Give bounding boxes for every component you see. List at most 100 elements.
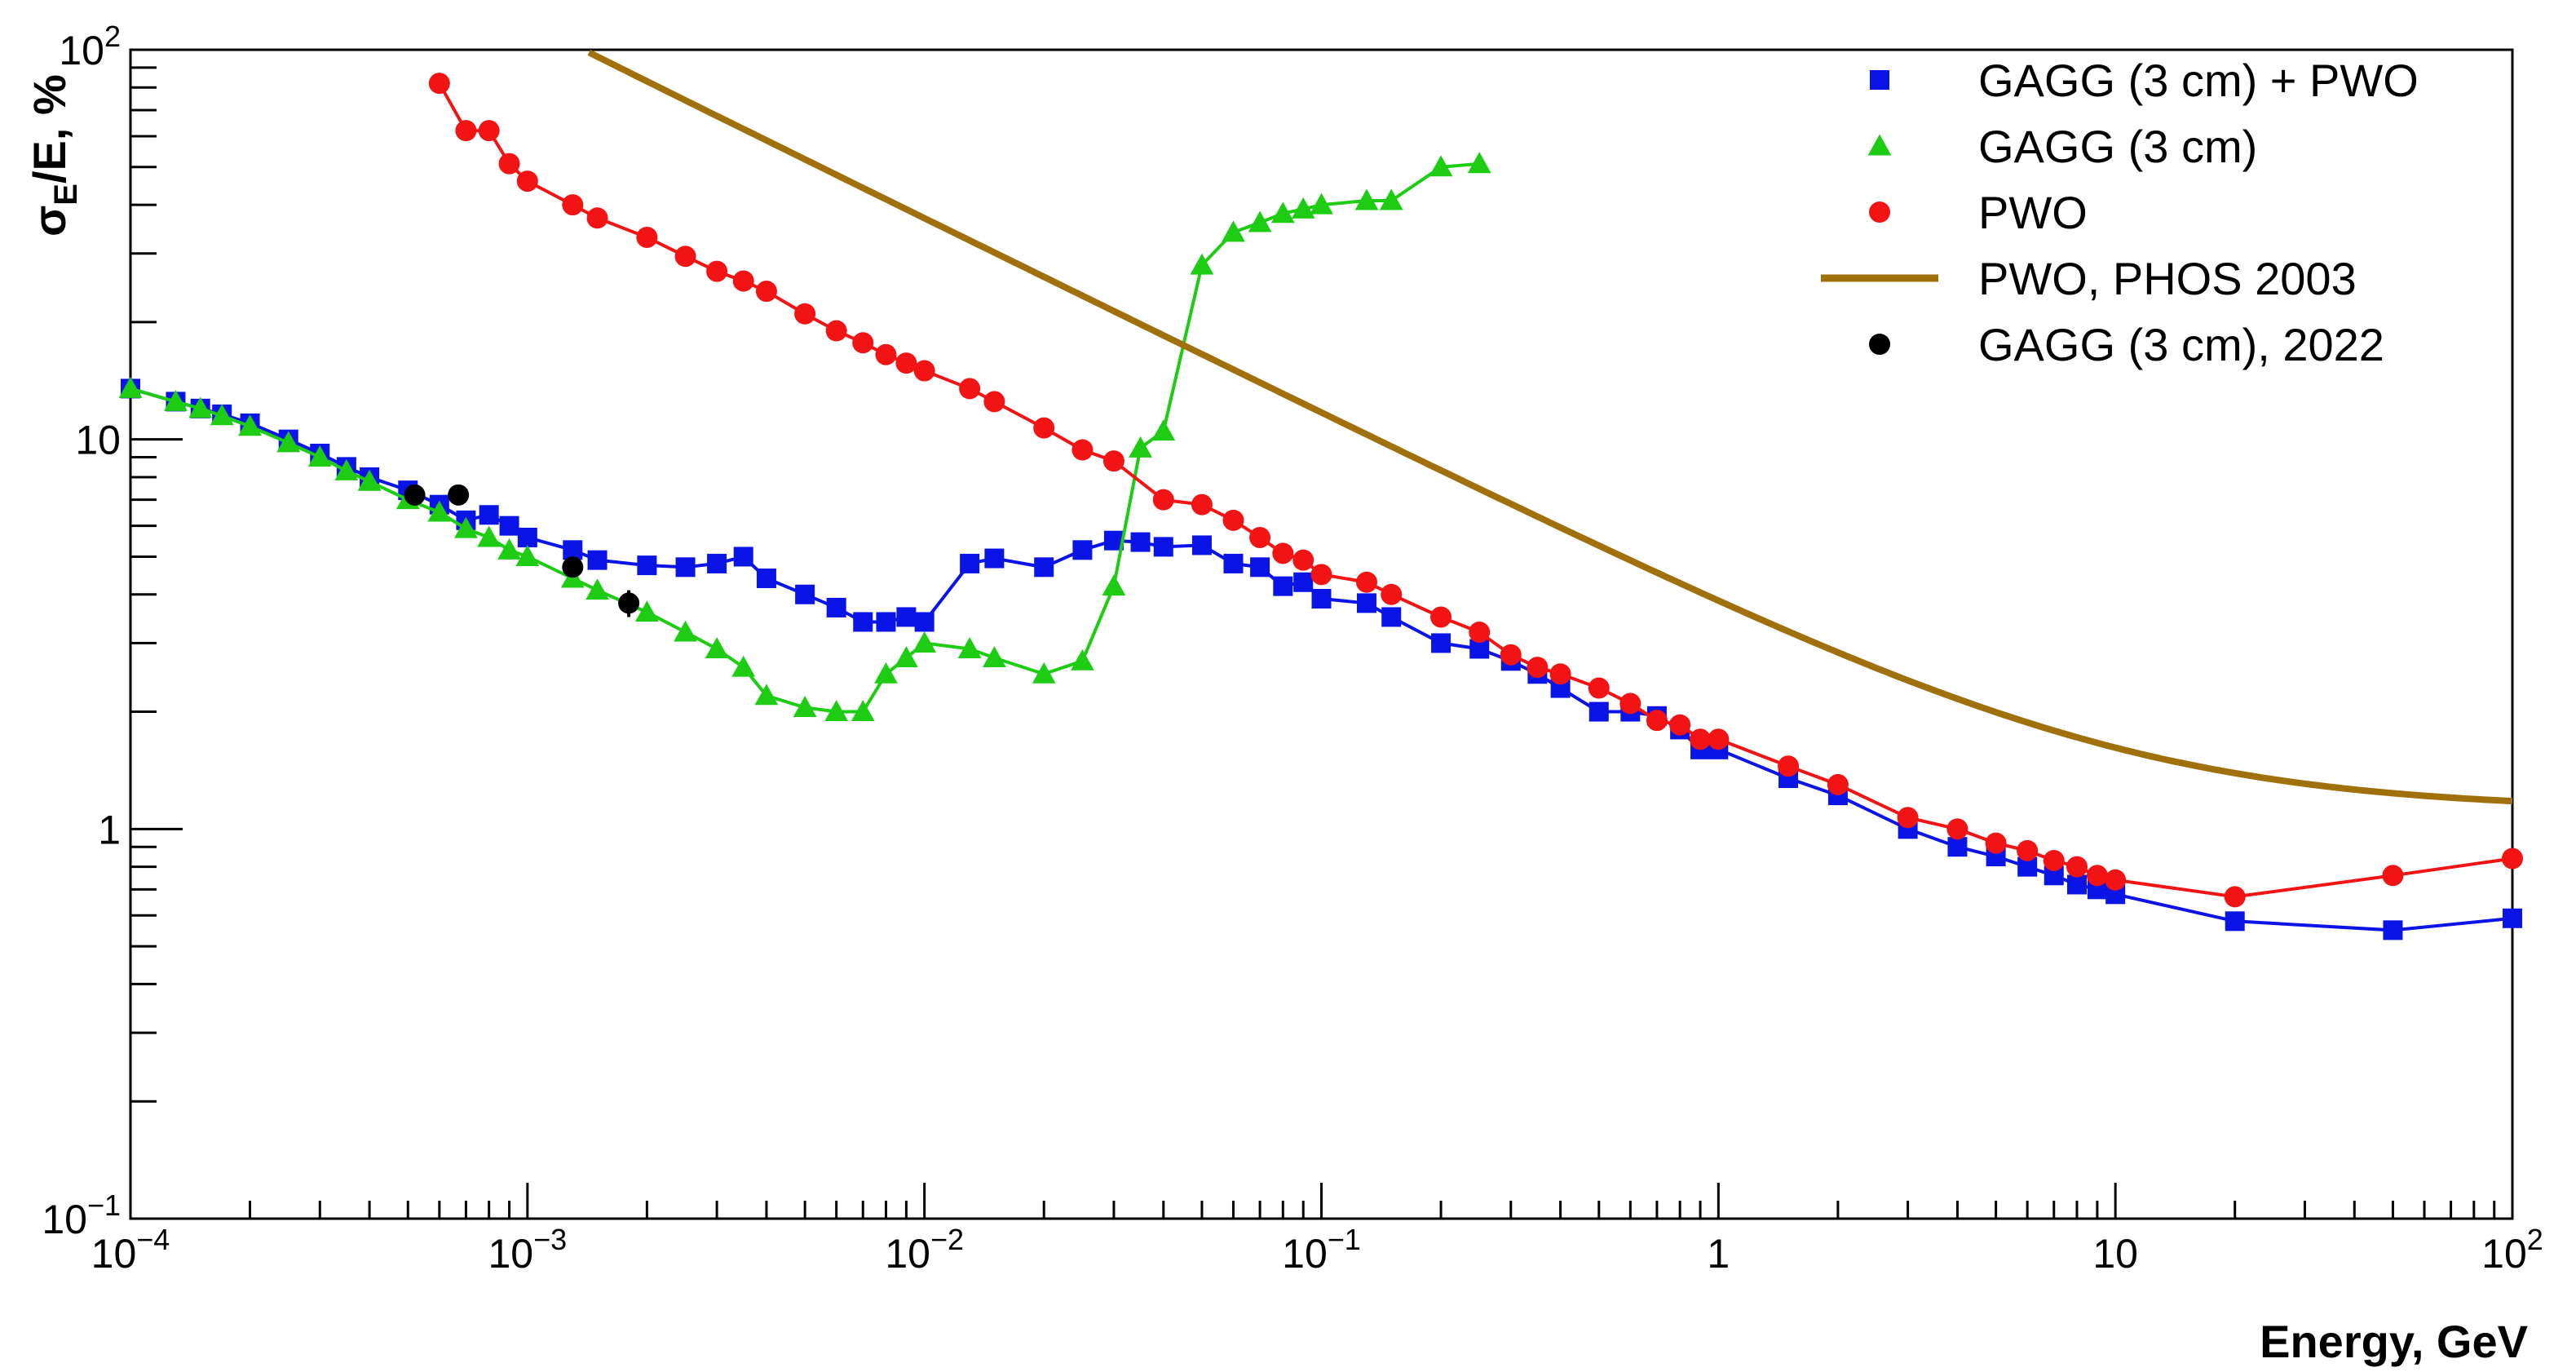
series-pwo	[428, 73, 2523, 908]
y-axis-title: σE/E, %	[24, 74, 84, 237]
data-point	[2066, 874, 2087, 895]
data-point	[618, 592, 640, 614]
data-point	[188, 396, 213, 418]
data-point	[636, 226, 658, 248]
data-point	[357, 469, 382, 491]
x-tick-label-exponent: 2	[2527, 1223, 2543, 1256]
x-tick-label: 10−1	[1282, 1223, 1361, 1277]
data-point	[1588, 701, 1609, 722]
data-point	[875, 343, 897, 365]
data-point	[1151, 419, 1176, 441]
data-point	[1310, 193, 1333, 215]
data-point	[164, 389, 188, 411]
data-point	[912, 631, 937, 653]
x-tick-label-exponent: −4	[136, 1223, 170, 1256]
data-point	[1669, 714, 1691, 736]
x-tick-label-base: 10	[1282, 1231, 1328, 1277]
y-tick-label-base: 10	[42, 1197, 87, 1242]
data-point	[895, 352, 917, 374]
data-point	[1690, 728, 1712, 750]
data-point	[637, 555, 657, 576]
legend-item-gagg-3-cm-2022: GAGG (3 cm), 2022	[1869, 319, 2384, 370]
data-point	[1381, 607, 1402, 627]
legend-swatch-marker	[1869, 201, 1890, 223]
legend-label: GAGG (3 cm)	[1978, 121, 2257, 172]
series-line	[130, 162, 1480, 714]
legend-item-pwo-phos-2003: PWO, PHOS 2003	[1821, 253, 2357, 304]
data-point	[1072, 540, 1093, 560]
data-point	[1381, 583, 1403, 605]
y-tick-label-exponent: 2	[104, 20, 121, 53]
data-point	[1500, 644, 1522, 666]
data-point	[1102, 574, 1126, 596]
data-point	[516, 170, 538, 193]
data-point	[675, 557, 696, 578]
y-tick-label: 10−1	[42, 1188, 121, 1242]
data-point	[1429, 155, 1453, 177]
data-point	[2043, 849, 2065, 871]
legend-swatch-marker	[1869, 334, 1890, 355]
data-point	[585, 578, 609, 600]
legend-item-gagg-3-cm: GAGG (3 cm)	[1867, 121, 2257, 172]
data-point	[498, 153, 520, 175]
data-point	[874, 662, 898, 684]
data-point	[478, 120, 500, 142]
data-point	[851, 700, 875, 722]
series-gagg-3-cm	[118, 152, 1491, 722]
data-point	[1102, 450, 1125, 472]
data-point	[1153, 537, 1173, 557]
y-tick-label-base: 10	[75, 418, 121, 463]
x-tick-label-exponent: −3	[533, 1223, 567, 1256]
data-point	[756, 568, 776, 588]
data-point	[1430, 606, 1452, 628]
data-point	[1033, 417, 1055, 439]
data-point	[448, 484, 470, 506]
data-point	[705, 637, 729, 658]
data-point	[1291, 197, 1315, 219]
x-axis-title: Energy, GeV	[2260, 1316, 2528, 1367]
data-point	[959, 378, 981, 400]
data-point	[454, 516, 478, 538]
data-point	[733, 547, 753, 567]
data-point	[1588, 677, 1610, 699]
data-point	[1191, 535, 1212, 555]
data-point	[1985, 832, 2007, 854]
data-point	[499, 516, 519, 536]
data-point	[1354, 188, 1379, 210]
y-tick-label-base: 1	[98, 807, 121, 852]
legend-swatch-marker	[1867, 134, 1892, 156]
x-tick-label-exponent: −1	[1328, 1223, 1361, 1256]
x-tick-label-base: 10	[885, 1231, 930, 1277]
legend-label: PWO	[1978, 187, 2088, 238]
data-point	[1129, 436, 1152, 458]
data-point	[1071, 439, 1094, 461]
data-point	[1708, 728, 1730, 750]
data-point	[960, 553, 980, 573]
data-point	[2382, 865, 2404, 887]
data-point	[826, 597, 846, 617]
data-point	[1310, 564, 1332, 586]
y-tick-label: 1	[98, 807, 121, 852]
data-point	[894, 646, 918, 667]
x-tick-label-base: 10	[2481, 1231, 2527, 1277]
data-point	[1311, 589, 1332, 609]
x-tick-label-base: 10	[2092, 1231, 2138, 1277]
data-point	[2105, 869, 2127, 891]
x-tick-label: 10−3	[488, 1223, 567, 1277]
data-point	[562, 194, 584, 216]
data-point	[852, 332, 874, 354]
legend-item-pwo: PWO	[1869, 187, 2088, 238]
data-point	[707, 553, 727, 573]
data-point	[754, 684, 779, 706]
data-point	[210, 404, 234, 426]
data-point	[1619, 693, 1641, 715]
data-point	[795, 584, 815, 604]
data-point	[562, 556, 584, 578]
data-point	[1646, 710, 1668, 732]
data-point	[238, 414, 262, 436]
data-point	[334, 458, 359, 480]
data-point	[1356, 593, 1376, 613]
plot-border	[129, 48, 2514, 1220]
y-tick-label: 10	[75, 418, 121, 463]
